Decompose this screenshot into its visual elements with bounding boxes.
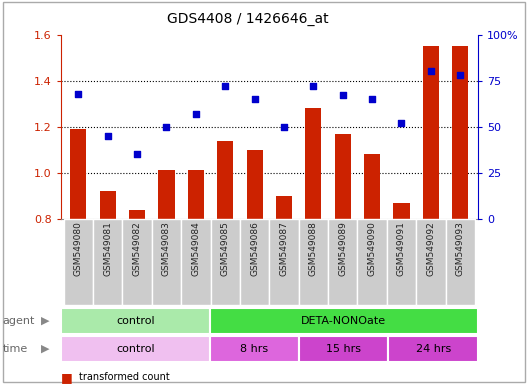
FancyBboxPatch shape [240, 219, 269, 305]
Bar [70, 129, 87, 219]
Text: 8 hrs: 8 hrs [240, 344, 268, 354]
FancyBboxPatch shape [211, 219, 240, 305]
Text: GSM549081: GSM549081 [103, 222, 112, 276]
Point [74, 91, 82, 97]
Text: GDS4408 / 1426646_at: GDS4408 / 1426646_at [167, 12, 329, 25]
Bar [247, 150, 262, 219]
FancyBboxPatch shape [299, 219, 328, 305]
Bar [335, 134, 351, 219]
FancyBboxPatch shape [152, 219, 181, 305]
Text: 24 hrs: 24 hrs [416, 344, 451, 354]
FancyBboxPatch shape [446, 219, 475, 305]
FancyBboxPatch shape [328, 219, 357, 305]
Bar [217, 141, 233, 219]
Bar [452, 46, 468, 219]
Bar [305, 108, 322, 219]
Point [338, 92, 347, 98]
FancyBboxPatch shape [181, 219, 211, 305]
Text: control: control [116, 344, 155, 354]
Bar [129, 210, 145, 219]
Text: GSM549091: GSM549091 [397, 222, 406, 276]
Text: GSM549090: GSM549090 [367, 222, 376, 276]
Point [192, 111, 200, 117]
FancyBboxPatch shape [61, 308, 210, 334]
Point [280, 124, 288, 130]
Text: GSM549084: GSM549084 [191, 222, 200, 276]
Bar [423, 46, 439, 219]
Point [309, 83, 317, 89]
Text: GSM549082: GSM549082 [133, 222, 142, 276]
Text: GSM549086: GSM549086 [250, 222, 259, 276]
Bar [393, 203, 410, 219]
Text: DETA-NONOate: DETA-NONOate [301, 316, 386, 326]
Point [427, 68, 435, 74]
Text: transformed count: transformed count [79, 372, 170, 382]
FancyBboxPatch shape [387, 219, 416, 305]
FancyBboxPatch shape [64, 219, 93, 305]
Text: GSM549085: GSM549085 [221, 222, 230, 276]
Bar [276, 196, 292, 219]
Point [103, 133, 112, 139]
Text: agent: agent [3, 316, 35, 326]
FancyBboxPatch shape [416, 219, 446, 305]
Point [397, 120, 406, 126]
Text: control: control [116, 316, 155, 326]
Point [221, 83, 230, 89]
Text: GSM549080: GSM549080 [74, 222, 83, 276]
Text: ▶: ▶ [41, 316, 49, 326]
FancyBboxPatch shape [61, 336, 210, 362]
Point [133, 151, 142, 157]
Point [368, 96, 376, 102]
Text: ■: ■ [61, 371, 72, 384]
Point [162, 124, 171, 130]
Text: GSM549093: GSM549093 [456, 222, 465, 276]
Text: ▶: ▶ [41, 344, 49, 354]
Text: time: time [3, 344, 28, 354]
Bar [158, 170, 175, 219]
Text: GSM549089: GSM549089 [338, 222, 347, 276]
Text: GSM549088: GSM549088 [309, 222, 318, 276]
Bar [364, 154, 380, 219]
FancyBboxPatch shape [210, 308, 478, 334]
Text: 15 hrs: 15 hrs [326, 344, 361, 354]
FancyBboxPatch shape [357, 219, 387, 305]
FancyBboxPatch shape [299, 336, 389, 362]
FancyBboxPatch shape [93, 219, 122, 305]
Text: GSM549087: GSM549087 [279, 222, 288, 276]
Bar [188, 170, 204, 219]
FancyBboxPatch shape [210, 336, 299, 362]
Bar [100, 191, 116, 219]
FancyBboxPatch shape [122, 219, 152, 305]
FancyBboxPatch shape [389, 336, 478, 362]
Text: GSM549092: GSM549092 [426, 222, 436, 276]
Point [456, 72, 465, 78]
Text: GSM549083: GSM549083 [162, 222, 171, 276]
Point [250, 96, 259, 102]
FancyBboxPatch shape [269, 219, 299, 305]
